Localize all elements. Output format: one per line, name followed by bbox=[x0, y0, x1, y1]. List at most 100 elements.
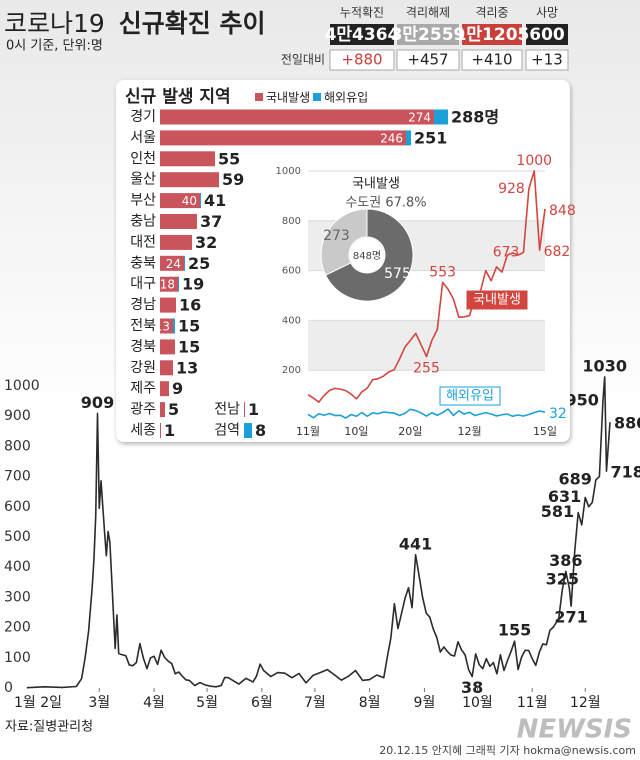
segment-label: 13 bbox=[155, 320, 170, 334]
bar-segment bbox=[160, 276, 178, 292]
y-tick-label: 1000 bbox=[4, 378, 40, 394]
segment-label: 18 bbox=[160, 278, 175, 292]
category-label: 세종 bbox=[130, 423, 156, 439]
total-label: 1 bbox=[248, 400, 259, 419]
total-label: 288명 bbox=[451, 108, 499, 127]
total-label: 55 bbox=[218, 149, 240, 168]
pie-annotation: 수도권 67.8% bbox=[345, 196, 426, 211]
data-label: 848 bbox=[549, 203, 576, 219]
grid-band bbox=[308, 320, 545, 371]
x-tick-label: 3월 bbox=[88, 695, 110, 711]
stat-header: 누적확진 bbox=[340, 6, 384, 20]
slice-label: 273 bbox=[323, 228, 350, 244]
category-label: 부산 bbox=[130, 193, 156, 209]
category-label: 대구 bbox=[130, 276, 156, 292]
x-tick-label: 1월 2일 bbox=[14, 695, 62, 711]
chart-title: 신규 발생 지역 bbox=[125, 87, 231, 107]
stat-box bbox=[462, 24, 522, 45]
legend-label: 국내발생 bbox=[473, 293, 521, 308]
total-label: 8 bbox=[255, 421, 266, 440]
stat-total: 3만2559 bbox=[391, 25, 466, 45]
total-label: 41 bbox=[204, 191, 226, 210]
stat-total: 600 bbox=[529, 25, 565, 45]
data-label: 1000 bbox=[516, 153, 552, 169]
bar-segment bbox=[178, 276, 179, 292]
data-label: 155 bbox=[498, 621, 531, 640]
stat-change: +13 bbox=[531, 51, 563, 69]
x-tick-label: 9월 bbox=[414, 695, 436, 711]
data-line bbox=[307, 408, 546, 419]
total-label: 13 bbox=[176, 358, 198, 377]
stats-table: 누적확진 격리해제 격리중 사망 4만4364 3만2559 1만1205 60… bbox=[281, 6, 569, 71]
data-label: 950 bbox=[566, 391, 599, 410]
y-tick-label: 300 bbox=[4, 589, 31, 605]
title-main: 신규확진 추이 bbox=[119, 9, 266, 38]
source: 자료:질병관리청 bbox=[5, 720, 93, 735]
y-tick-label: 400 bbox=[282, 315, 301, 326]
bar-segment bbox=[434, 109, 448, 125]
segment-label: 274 bbox=[408, 111, 431, 125]
bar-segment bbox=[160, 193, 200, 209]
category-label: 경북 bbox=[130, 339, 156, 355]
data-label: 255 bbox=[413, 361, 440, 377]
stat-box bbox=[397, 24, 459, 45]
change-label: 전일대비 bbox=[281, 53, 325, 67]
legend-swatch bbox=[255, 93, 263, 101]
stat-change: +410 bbox=[471, 51, 512, 69]
data-label: 909 bbox=[81, 393, 114, 412]
category-label: 강원 bbox=[130, 360, 156, 376]
stat-change: +457 bbox=[407, 51, 448, 69]
bar-segment bbox=[160, 255, 184, 271]
total-label: 19 bbox=[182, 275, 204, 294]
legend-label: 국내발생 bbox=[266, 91, 310, 105]
data-label: 581 bbox=[541, 502, 574, 521]
x-tick-label: 4월 bbox=[143, 695, 165, 711]
data-label: 38 bbox=[461, 678, 483, 697]
total-label: 59 bbox=[222, 170, 244, 189]
total-label: 25 bbox=[188, 254, 210, 273]
data-label: 32 bbox=[549, 406, 567, 422]
data-label: 880 bbox=[614, 414, 640, 433]
total-label: 16 bbox=[179, 296, 201, 315]
legend-box bbox=[439, 386, 501, 406]
stat-change: +880 bbox=[341, 51, 382, 69]
bar-segment bbox=[160, 423, 161, 438]
data-label: 325 bbox=[546, 569, 579, 588]
category-label: 충북 bbox=[130, 255, 156, 271]
bar-segment bbox=[406, 130, 411, 146]
legend-swatch bbox=[313, 93, 321, 101]
bar-segment bbox=[160, 234, 192, 250]
credit: 20.12.15 안지혜 그래픽 기자 hokma@newsis.com bbox=[379, 744, 636, 757]
data-line bbox=[307, 170, 546, 403]
subtitle: 0시 기준, 단위:명 bbox=[6, 39, 103, 54]
category-label: 제주 bbox=[130, 381, 156, 397]
total-label: 5 bbox=[168, 400, 179, 419]
category-label: 경남 bbox=[130, 297, 156, 313]
data-label: 718 bbox=[610, 463, 640, 482]
y-tick-label: 600 bbox=[4, 499, 31, 515]
bar-segment bbox=[160, 172, 219, 188]
data-label: 631 bbox=[548, 487, 581, 506]
y-tick-label: 200 bbox=[4, 620, 31, 636]
legend-label: 해외유입 bbox=[446, 389, 494, 404]
total-label: 15 bbox=[178, 337, 200, 356]
x-tick-label: 20일 bbox=[398, 424, 422, 438]
x-tick-label: 7월 bbox=[304, 695, 326, 711]
y-tick-label: 400 bbox=[4, 559, 31, 575]
data-label: 673 bbox=[493, 244, 520, 260]
title: 코로나19 신규확진 추이 bbox=[4, 9, 265, 38]
stat-box bbox=[526, 24, 568, 45]
pie-hole bbox=[350, 238, 384, 272]
category-label: 충남 bbox=[130, 214, 156, 230]
bar-segment bbox=[160, 297, 176, 313]
data-label: 271 bbox=[554, 608, 587, 627]
stat-total: 4만4364 bbox=[325, 25, 400, 45]
bar-segment bbox=[160, 360, 173, 376]
bar-segment bbox=[160, 402, 165, 418]
stat-box bbox=[330, 24, 394, 45]
y-tick-label: 1000 bbox=[276, 166, 301, 177]
x-tick-label: 11월 bbox=[517, 695, 548, 711]
y-tick-label: 200 bbox=[282, 365, 301, 376]
segment-label: 24 bbox=[166, 257, 181, 271]
